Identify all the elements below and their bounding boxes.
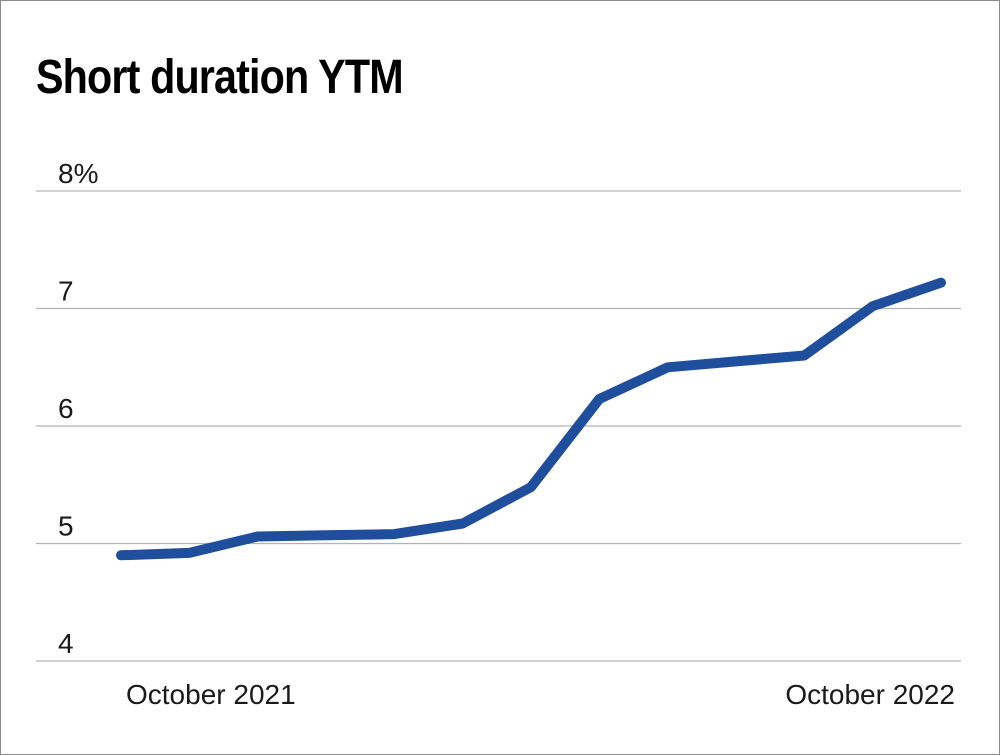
y-axis-ticks: 8% 7 6 5 4 (58, 158, 98, 659)
x-tick-label: October 2021 (126, 679, 296, 710)
data-point (116, 550, 126, 560)
y-tick-label: 8% (58, 158, 98, 189)
data-point (389, 529, 399, 539)
series-line (116, 277, 946, 561)
data-point (663, 362, 673, 372)
x-axis-ticks: October 2021 October 2022 (126, 679, 955, 710)
data-point (458, 519, 468, 529)
data-point (799, 351, 809, 361)
data-point (184, 548, 194, 558)
series-group (116, 277, 946, 561)
data-point (253, 531, 263, 541)
data-point (868, 301, 878, 311)
y-tick-label: 7 (58, 276, 74, 307)
chart-title: Short duration YTM (36, 51, 404, 104)
y-tick-label: 4 (58, 628, 74, 659)
y-tick-label: 6 (58, 393, 74, 424)
data-point (731, 356, 741, 366)
data-point (594, 394, 604, 404)
x-tick-label: October 2022 (785, 679, 955, 710)
y-tick-label: 5 (58, 511, 74, 542)
gridlines (36, 190, 961, 662)
data-point (321, 530, 331, 540)
data-point (526, 482, 536, 492)
data-point (936, 278, 946, 288)
